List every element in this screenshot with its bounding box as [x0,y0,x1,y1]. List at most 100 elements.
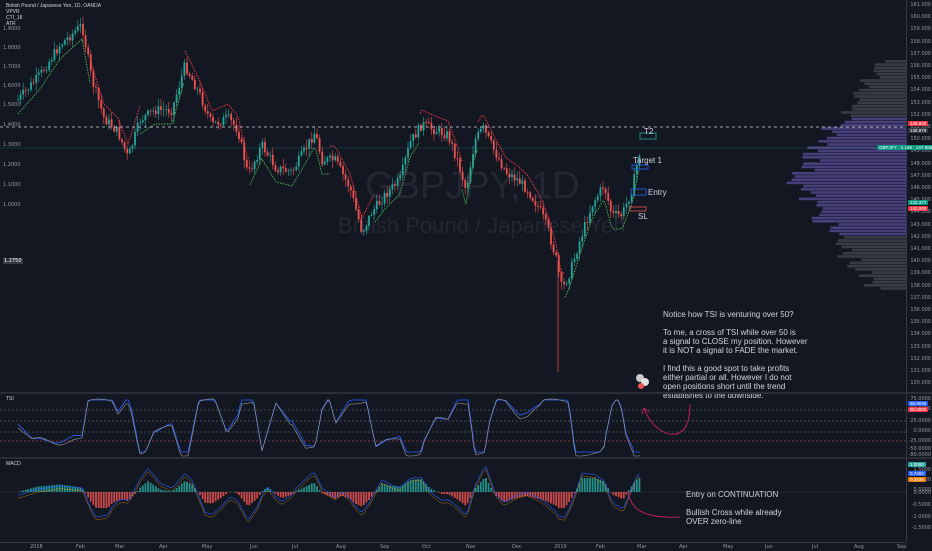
volume-profile-bar [869,86,906,89]
left-axis-tick: 1.3000 [3,142,21,148]
entry-box[interactable] [631,189,646,195]
alert-stack-icon[interactable] [636,374,649,389]
candle-body [277,171,279,173]
macd-histogram-bar [360,492,362,506]
macd-histogram-bar [563,492,565,508]
tsi-pane[interactable]: TSI [0,394,906,457]
candle-body [17,100,19,101]
candle-body [329,156,331,158]
macd-histogram-bar [371,492,373,497]
candle-body [290,170,292,171]
volume-profile-bar [874,66,906,69]
tsi-axis[interactable]: 75.000050.000025.00000.0000-25.0000-50.0… [906,394,932,457]
left-axis-tick: 1.8000 [3,45,21,51]
candle-body [345,174,347,179]
candle-body [324,162,326,165]
price-axis-tick: 157.000 [910,51,931,57]
macd-histogram-bar [311,483,313,492]
candle-body [592,207,594,213]
candle-body [33,83,35,84]
candle-body [202,92,204,105]
macd-axis[interactable]: 1.50001.00000.50000.0000-0.5000-1.0000-1… [906,459,932,542]
macd-histogram-bar [438,492,440,493]
tsi-badge-value: 55.9036 [908,401,928,406]
macd-histogram-bar [223,492,225,496]
candle-body [490,136,492,140]
volume-profile-bar [841,246,906,249]
candle-body [93,71,95,87]
macd-histogram-bar [488,483,490,492]
candle-body [147,110,149,114]
macd-histogram-bar [553,492,555,505]
macd-histogram-bar [405,483,407,492]
macd-histogram-bar [618,492,620,497]
symbol-title[interactable]: British Pound / Japanese Yen, 1D, OANDA [6,3,101,9]
macd-histogram-bar [251,492,253,503]
macd-histogram-bar [280,492,282,497]
candle-body [610,201,612,211]
candle-body [576,254,578,259]
macd-axis-tick: -1.0000 [912,514,931,520]
candle-body [225,115,227,117]
candle-body [319,138,321,152]
candle-body [602,187,604,188]
macd-histogram-bar [158,488,160,492]
volume-profile-bar [853,92,906,95]
candle-body [46,70,48,71]
candle-body [142,120,144,122]
candle-body [321,152,323,165]
macd-histogram-bar [431,489,433,492]
sl-box[interactable] [630,207,646,211]
price-axis-tick: 141.000 [910,246,931,252]
price-axis-tick: 158.000 [910,39,931,45]
price-chart-pane[interactable]: GBPJPY, 1D British Pound / Japanese Yen … [0,0,906,392]
volume-profile-bar [816,194,906,197]
candle-body [428,122,430,123]
macd-histogram-bar [308,485,310,492]
time-axis-label: Nov [466,544,476,550]
macd-histogram-bar [353,492,355,502]
volume-profile-bar [843,252,906,255]
macd-pane[interactable]: MACD Entry on CONTINUATION Bullish Cross… [0,459,906,542]
macd-histogram-bar [147,481,149,492]
macd-title[interactable]: MACD [6,461,21,467]
tsi-title[interactable]: TSI [6,396,14,402]
candle-body [412,134,414,141]
price-axis-tick: 147.000 [910,173,931,179]
price-axis-tick: 153.000 [910,100,931,106]
macd-histogram [20,478,641,508]
volume-profile-bar [837,134,906,137]
volume-profile-bar [838,239,906,242]
macd-histogram-bar [540,492,542,499]
candle-body [568,279,570,284]
candle-body [56,49,58,53]
price-axis-tick: 155.000 [910,75,931,81]
candle-body [269,155,271,156]
candle-body [347,179,349,186]
candle-body [285,168,287,171]
macd-badge-2: 0.7462 [908,471,926,476]
candle-body [314,134,316,143]
macd-histogram-bar [121,492,123,500]
left-axis-tick: 1.9000 [3,26,21,32]
macd-histogram-bar [568,492,570,502]
tsi-canvas[interactable] [0,394,906,457]
annotation-entry-continuation: Entry on CONTINUATION [686,490,778,499]
volume-profile-bar [792,178,906,181]
macd-canvas[interactable] [0,459,906,542]
candle-body [119,127,121,139]
volume-profile-bar [841,111,906,114]
macd-histogram-bar [173,490,175,492]
volume-profile-bar [830,230,906,233]
candle-body [496,150,498,158]
candle-body [191,76,193,80]
tsi-axis-tick: 25.0000 [910,418,931,424]
candle-body [35,75,37,83]
candle-body [295,167,297,170]
macd-histogram-bar [321,492,323,493]
label-target1: Target 1 [633,156,662,165]
macd-histogram-bar [74,487,76,492]
volume-profile-bar [860,98,906,101]
macd-badge-3: 0.3538 [908,477,926,482]
